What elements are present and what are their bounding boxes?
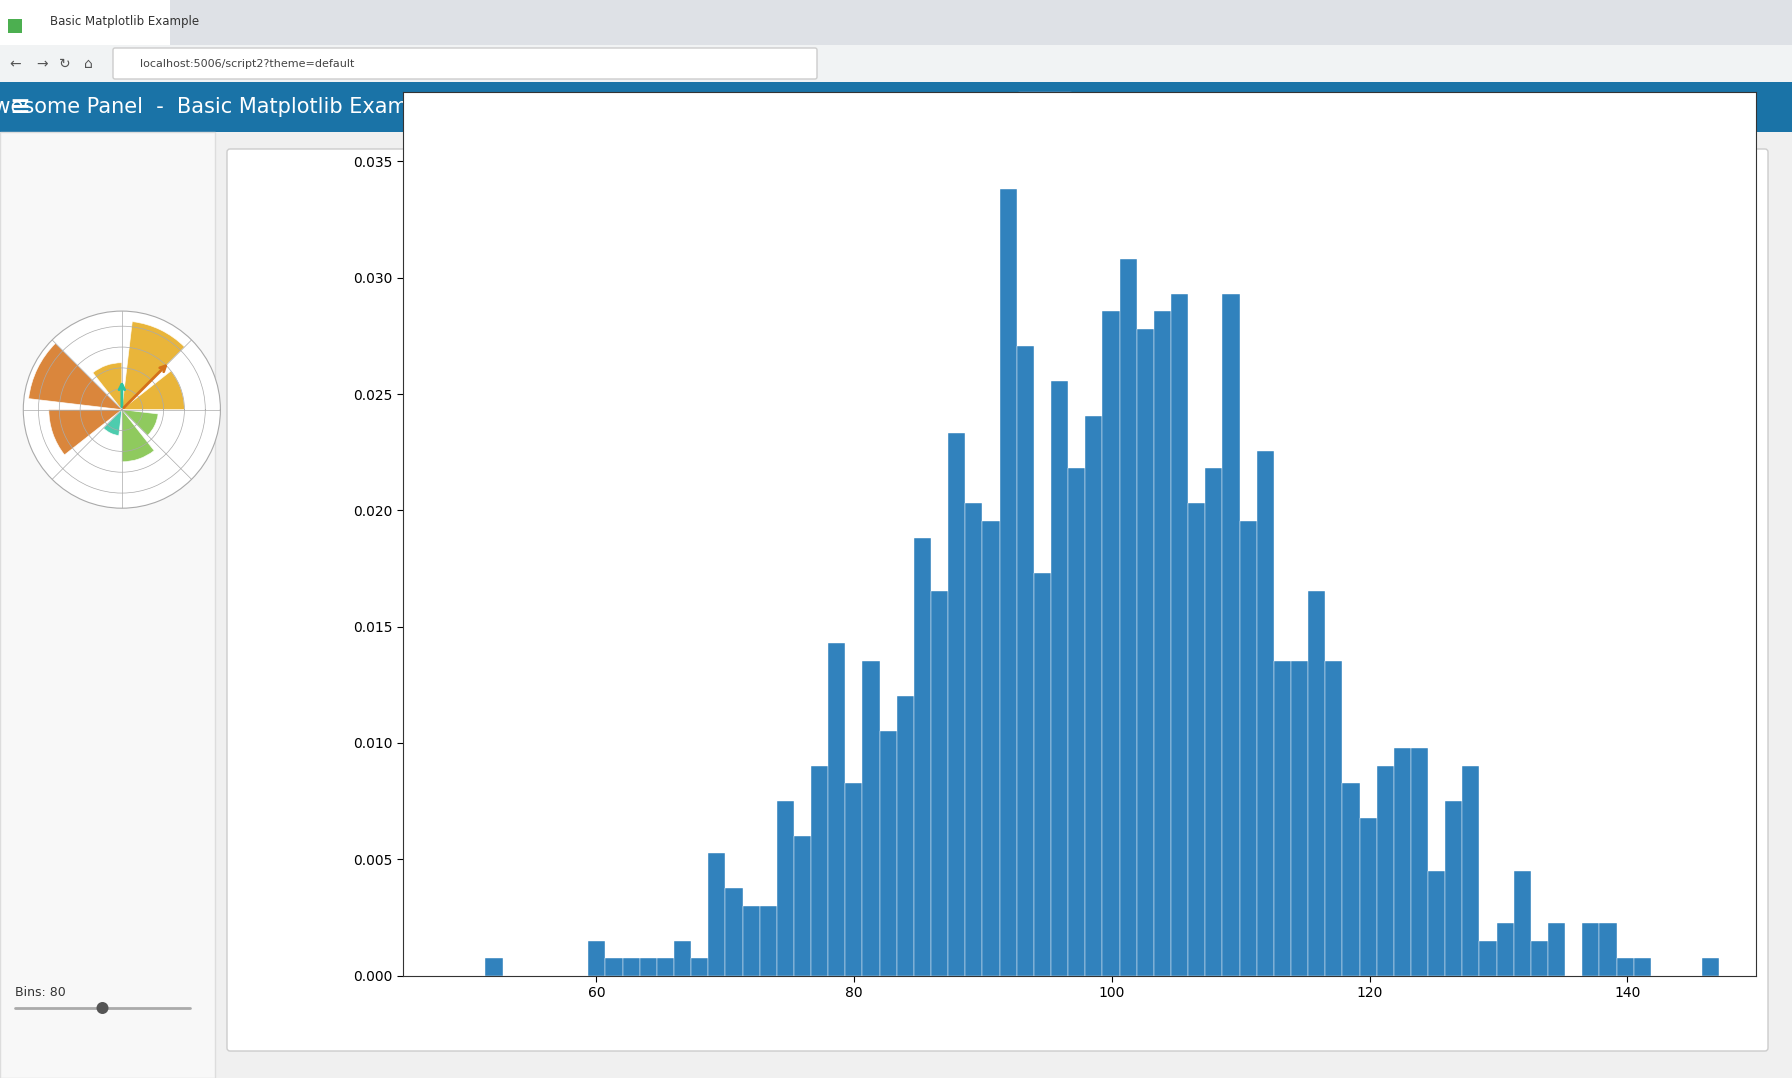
- Bar: [1034, 573, 1052, 976]
- Text: ↻: ↻: [59, 57, 72, 71]
- Bar: [1240, 521, 1256, 976]
- Bar: [1410, 748, 1428, 976]
- Bar: [1530, 941, 1548, 976]
- Bar: [29, 343, 122, 410]
- Bar: [1052, 381, 1068, 976]
- Bar: [1016, 346, 1034, 976]
- Bar: [1170, 293, 1188, 976]
- Bar: [1376, 765, 1394, 976]
- Bar: [0, 132, 215, 1078]
- Bar: [486, 958, 502, 976]
- Circle shape: [97, 1001, 109, 1014]
- Bar: [1394, 748, 1410, 976]
- FancyBboxPatch shape: [1018, 92, 1072, 121]
- Bar: [104, 410, 122, 436]
- Bar: [1360, 818, 1376, 976]
- Bar: [48, 410, 122, 455]
- Bar: [0, 45, 1792, 82]
- Bar: [896, 695, 914, 976]
- Bar: [1514, 871, 1530, 976]
- Bar: [1428, 871, 1444, 976]
- Bar: [1274, 661, 1290, 976]
- Bar: [966, 503, 982, 976]
- Text: Bins: 80: Bins: 80: [14, 986, 66, 999]
- Bar: [692, 958, 708, 976]
- Bar: [948, 433, 966, 976]
- Text: Basic Matplotlib Example: Basic Matplotlib Example: [50, 15, 199, 28]
- Bar: [708, 853, 726, 976]
- Bar: [932, 591, 948, 976]
- Bar: [1582, 923, 1600, 976]
- Bar: [760, 906, 776, 976]
- Bar: [0, 82, 1792, 132]
- Bar: [1702, 958, 1720, 976]
- Bar: [1206, 469, 1222, 976]
- Bar: [828, 644, 846, 976]
- Text: →: →: [36, 57, 48, 71]
- Bar: [1086, 416, 1102, 976]
- Text: ◐: ◐: [1038, 99, 1052, 114]
- Bar: [588, 941, 606, 976]
- Bar: [1634, 958, 1650, 976]
- Text: ⌂: ⌂: [84, 57, 93, 71]
- Bar: [606, 958, 622, 976]
- Bar: [794, 835, 812, 976]
- Bar: [122, 410, 154, 461]
- FancyBboxPatch shape: [0, 0, 170, 45]
- Bar: [846, 784, 862, 976]
- Bar: [1136, 329, 1154, 976]
- Bar: [1188, 503, 1206, 976]
- FancyBboxPatch shape: [228, 149, 1769, 1051]
- Bar: [640, 958, 658, 976]
- Bar: [982, 521, 1000, 976]
- Text: Awesome Panel  -  Basic Matplotlib Example: Awesome Panel - Basic Matplotlib Example: [0, 97, 439, 118]
- Text: ←: ←: [9, 57, 22, 71]
- Bar: [1342, 784, 1360, 976]
- Bar: [1480, 941, 1496, 976]
- Bar: [1444, 801, 1462, 976]
- Bar: [122, 371, 185, 410]
- Bar: [1548, 923, 1564, 976]
- Bar: [1616, 958, 1634, 976]
- Bar: [93, 362, 122, 410]
- Bar: [1256, 451, 1274, 976]
- Bar: [622, 958, 640, 976]
- Bar: [1154, 312, 1170, 976]
- Bar: [0, 0, 1792, 45]
- Bar: [658, 958, 674, 976]
- Bar: [1290, 661, 1308, 976]
- Bar: [674, 941, 692, 976]
- Text: ≡: ≡: [9, 95, 30, 119]
- Bar: [1068, 469, 1086, 976]
- Bar: [7, 19, 22, 33]
- Bar: [1496, 923, 1514, 976]
- Bar: [1600, 923, 1616, 976]
- Bar: [776, 801, 794, 976]
- Bar: [726, 888, 742, 976]
- Bar: [122, 410, 158, 436]
- Bar: [1000, 189, 1016, 976]
- Bar: [880, 731, 896, 976]
- Bar: [1326, 661, 1342, 976]
- Bar: [742, 906, 760, 976]
- Bar: [0, 132, 1792, 1078]
- Bar: [122, 321, 185, 410]
- Text: localhost:5006/script2?theme=default: localhost:5006/script2?theme=default: [140, 59, 355, 69]
- Bar: [1308, 591, 1326, 976]
- Bar: [1462, 765, 1480, 976]
- Bar: [1222, 293, 1240, 976]
- Bar: [812, 765, 828, 976]
- FancyBboxPatch shape: [113, 49, 817, 79]
- Bar: [1102, 312, 1120, 976]
- Bar: [862, 661, 880, 976]
- Bar: [1120, 259, 1136, 976]
- Bar: [914, 538, 932, 976]
